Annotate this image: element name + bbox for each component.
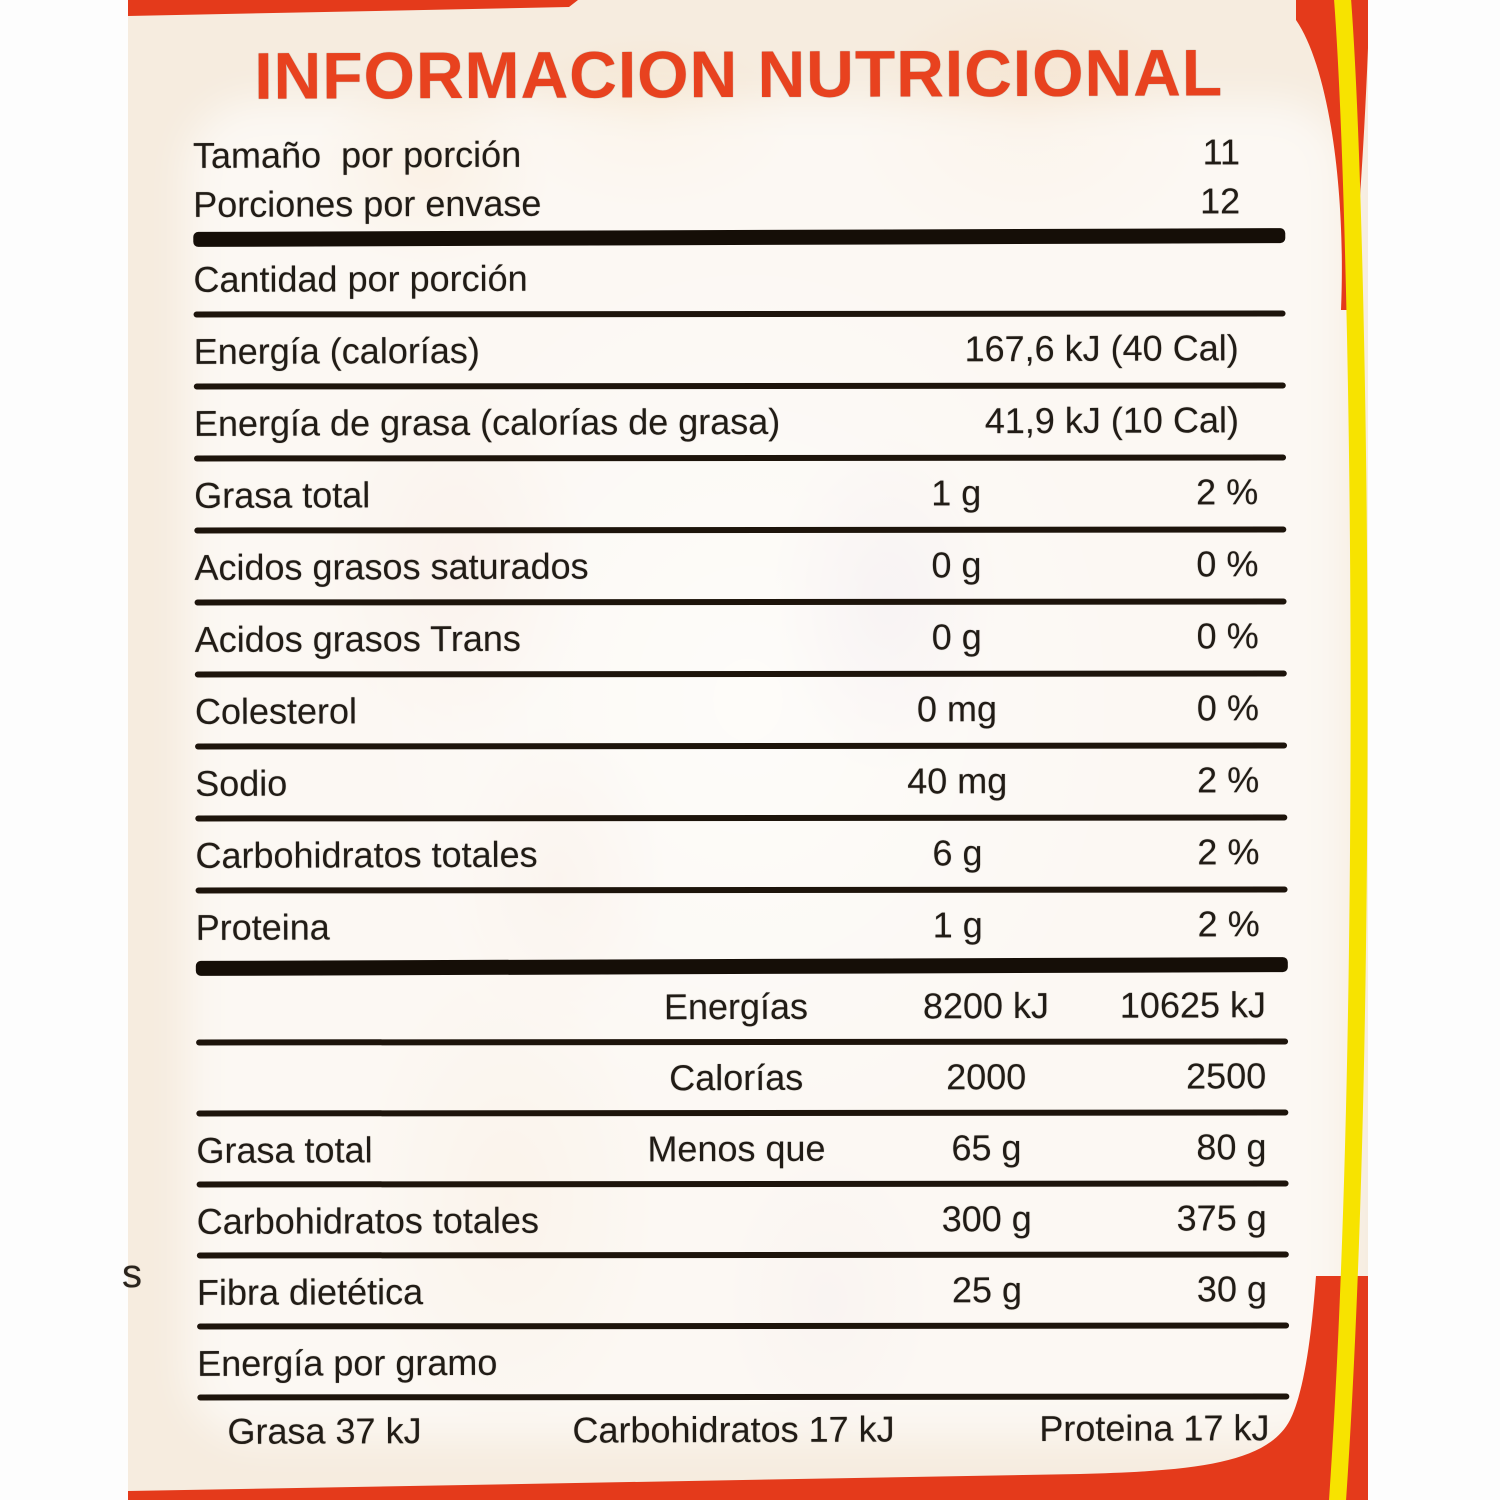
nutrient-amount: 0 mg <box>916 688 998 730</box>
divider <box>195 886 1288 894</box>
reference-value-2500: 375 g <box>1176 1196 1267 1238</box>
trans-fat-row: Acidos grasos Trans 0 g 0 % <box>195 603 1287 673</box>
divider <box>194 598 1287 606</box>
reference-value-2500: 30 g <box>1196 1267 1268 1309</box>
fat-energy-value: 41,9 kJ (10 Cal) <box>984 399 1239 442</box>
servings-per-container-value: 12 <box>1200 180 1241 222</box>
servings-per-container-label: Porciones por envase <box>193 182 542 225</box>
amount-per-serving-label: Cantidad por porción <box>193 257 528 300</box>
reference-value-2500: 80 g <box>1196 1125 1267 1167</box>
divider <box>196 1109 1289 1117</box>
reference-value-2000: 25 g <box>951 1268 1023 1310</box>
cholesterol-row: Colesterol 0 mg 0 % <box>195 675 1287 745</box>
sodium-row: Sodio 40 mg 2 % <box>195 747 1287 817</box>
nutrient-label: Acidos grasos saturados <box>194 545 589 588</box>
reference-carbs-row: Carbohidratos totales 300 g 375 g <box>197 1185 1289 1254</box>
nutrient-amount: 6 g <box>932 832 983 874</box>
reference-value-2500: 2500 <box>1186 1054 1267 1096</box>
reference-label <box>196 1007 586 1008</box>
energy-per-gram-fat: Grasa 37 kJ <box>227 1409 422 1452</box>
divider <box>193 310 1286 318</box>
nutrient-label: Grasa total <box>194 474 371 516</box>
total-carbs-row: Carbohidratos totales 6 g 2 % <box>195 819 1287 889</box>
nutrient-amount: 0 g <box>931 544 982 586</box>
energy-per-gram-header-row: Energía por gramo <box>197 1327 1289 1396</box>
energy-label: Energía (calorías) <box>193 329 480 372</box>
reference-qualifier: Menos que <box>647 1127 826 1169</box>
label-title: INFORMACION NUTRICIONAL <box>254 35 1224 113</box>
reference-fiber-row: Fibra dietética 25 g 30 g <box>197 1256 1289 1325</box>
protein-row: Proteina 1 g 2 % <box>196 891 1288 961</box>
total-fat-row: Grasa total 1 g 2 % <box>194 459 1286 529</box>
reference-qualifier: Energías <box>663 985 809 1027</box>
fat-energy-label: Energía de grasa (calorías de grasa) <box>193 400 781 444</box>
energy-per-gram-header: Energía por gramo <box>197 1341 498 1384</box>
nutrient-amount: 1 g <box>931 472 982 514</box>
energy-per-gram-values-row: Grasa 37 kJ Carbohidratos 17 kJ Proteina… <box>197 1398 1289 1461</box>
servings-per-container-row: Porciones por envase 12 <box>193 176 1285 230</box>
reference-value-2000: 65 g <box>951 1126 1022 1168</box>
energy-per-gram-carbs: Carbohidratos 17 kJ <box>572 1407 895 1451</box>
energy-value: 167,6 kJ (40 Cal) <box>964 327 1239 370</box>
nutrient-daily-value: 2 % <box>1197 759 1260 801</box>
amount-per-serving-row: Cantidad por porción <box>193 243 1285 313</box>
serving-size-label: Tamaño por porción <box>192 133 522 176</box>
reference-value-2500: 10625 kJ <box>1119 983 1267 1026</box>
nutrition-label: INFORMACION NUTRICIONAL Tamaño por porci… <box>192 0 1290 1461</box>
nutrient-label: Colesterol <box>194 690 358 732</box>
nutrient-label: Acidos grasos Trans <box>194 617 521 660</box>
divider <box>195 814 1288 822</box>
fat-energy-row: Energía de grasa (calorías de grasa) 41,… <box>194 387 1286 457</box>
divider <box>194 526 1287 534</box>
package-panel: s <box>122 0 1368 1500</box>
divider <box>196 1038 1289 1046</box>
label-white-area <box>186 100 1346 1440</box>
energy-per-gram-protein: Proteina 17 kJ <box>1039 1406 1270 1449</box>
reference-qualifier <box>587 1219 887 1220</box>
reference-label: Grasa total <box>196 1128 373 1171</box>
divider <box>195 742 1288 750</box>
nutrient-daily-value: 2 % <box>1197 831 1260 873</box>
reference-value-2000: 8200 kJ <box>922 984 1050 1026</box>
nutrient-daily-value: 0 % <box>1196 615 1259 657</box>
energy-row: Energía (calorías) 167,6 kJ (40 Cal) <box>194 315 1286 385</box>
divider <box>194 670 1287 678</box>
edge-cut-text: s <box>122 1252 142 1296</box>
divider <box>197 1322 1290 1330</box>
reference-energy-row: Energías 8200 kJ 10625 kJ <box>196 972 1288 1041</box>
nutrient-amount: 0 g <box>931 616 982 658</box>
divider <box>197 1393 1290 1401</box>
reference-value-2000: 300 g <box>941 1197 1032 1239</box>
reference-total-fat-row: Grasa total Menos que 65 g 80 g <box>196 1114 1288 1183</box>
nutrient-label: Proteina <box>195 906 330 948</box>
nutrient-daily-value: 2 % <box>1196 471 1259 513</box>
nutrient-daily-value: 2 % <box>1197 903 1260 945</box>
divider <box>194 454 1287 462</box>
reference-calories-row: Calorías 2000 2500 <box>196 1043 1288 1112</box>
reference-qualifier: Calorías <box>669 1056 804 1098</box>
saturated-fat-row: Acidos grasos saturados 0 g 0 % <box>194 531 1286 601</box>
reference-label <box>196 1078 586 1079</box>
reference-value-2000: 2000 <box>946 1055 1027 1097</box>
serving-size-row: Tamaño por porción 11 <box>193 128 1285 180</box>
nutrient-daily-value: 0 % <box>1196 687 1259 729</box>
reference-label: Fibra dietética <box>196 1270 424 1313</box>
serving-size-value: 11 <box>1202 131 1241 173</box>
nutrient-label: Carbohidratos totales <box>195 833 538 876</box>
divider <box>193 382 1286 390</box>
nutrient-amount: 40 mg <box>907 760 1008 802</box>
divider <box>196 1251 1289 1259</box>
reference-label: Carbohidratos totales <box>196 1199 539 1242</box>
nutrient-amount: 1 g <box>932 904 983 946</box>
nutrient-daily-value: 0 % <box>1196 543 1259 585</box>
reference-qualifier <box>587 1290 887 1291</box>
nutrient-label: Sodio <box>195 762 288 804</box>
divider <box>196 1180 1289 1188</box>
